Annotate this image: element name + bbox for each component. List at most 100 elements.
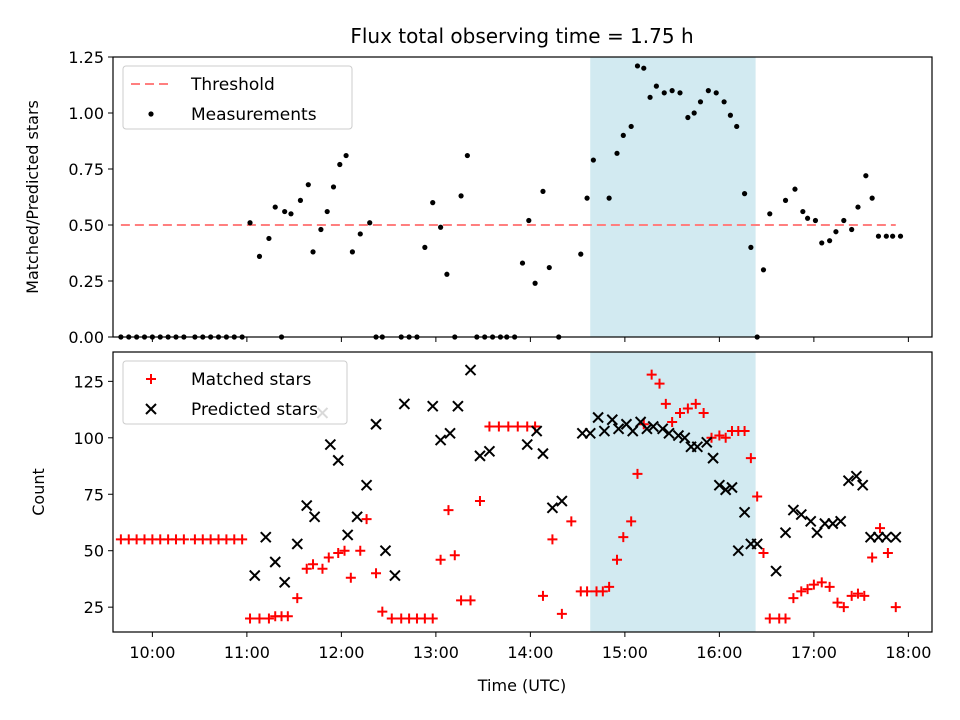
predicted-star-point xyxy=(880,531,893,543)
predicted-star-point xyxy=(779,526,792,539)
matched-star-point xyxy=(745,453,756,464)
matched-star-point xyxy=(308,559,319,570)
measurement-point xyxy=(697,99,704,105)
matched-star-point xyxy=(875,523,886,534)
predicted-star-point xyxy=(787,504,800,516)
predicted-star-point xyxy=(269,556,281,568)
x-tick-label: 15:00 xyxy=(602,643,648,662)
matched-star-point xyxy=(667,417,678,427)
measurement-point xyxy=(849,226,855,233)
y-tick-label: 0.25 xyxy=(68,272,104,291)
predicted-star-point xyxy=(249,569,261,582)
measurement-point xyxy=(897,233,904,239)
matched-star-point xyxy=(301,563,312,574)
measurement-point xyxy=(855,204,861,210)
predicted-star-point xyxy=(641,423,653,435)
observing-window-shade xyxy=(590,57,756,337)
matched-star-point xyxy=(456,595,467,606)
measurement-point xyxy=(875,233,882,239)
matched-star-point xyxy=(824,581,835,592)
matched-star-point xyxy=(626,516,637,527)
x-tick-label: 16:00 xyxy=(696,643,742,662)
measurement-point xyxy=(812,217,819,224)
matched-star-point xyxy=(345,572,356,583)
matched-star-point xyxy=(556,608,567,619)
matched-star-point xyxy=(802,584,813,595)
predicted-star-point xyxy=(324,438,337,451)
y-tick-label: 125 xyxy=(73,372,104,391)
predicted-star-point xyxy=(707,452,719,464)
x-tick-label: 14:00 xyxy=(507,643,553,662)
x-tick-label: 10:00 xyxy=(129,643,175,662)
matched-star-point xyxy=(443,505,454,516)
measurement-point xyxy=(841,217,847,224)
measurement-point xyxy=(438,224,444,230)
measurement-point xyxy=(540,188,546,194)
predicted-star-point xyxy=(738,506,751,519)
matched-star-point xyxy=(493,421,504,432)
measurement-point xyxy=(800,208,806,215)
predicted-star-point xyxy=(732,545,744,557)
measurement-point xyxy=(760,267,767,273)
y-tick-label: 1.00 xyxy=(68,104,104,123)
matched-star-point xyxy=(612,554,622,565)
measurement-point xyxy=(430,200,436,206)
measurement-point xyxy=(546,264,552,271)
predicted-star-point xyxy=(719,484,732,496)
y-tick-label: 0.00 xyxy=(68,328,104,347)
predicted-star-point xyxy=(656,423,669,435)
measurement-point xyxy=(297,197,304,203)
y-tick-label: 25 xyxy=(84,598,104,617)
matched-star-point xyxy=(427,613,438,624)
measurement-point xyxy=(288,211,294,217)
predicted-star-point xyxy=(598,425,611,437)
matched-star-point xyxy=(503,421,514,432)
x-tick-label: 11:00 xyxy=(224,643,270,662)
predicted-star-point xyxy=(701,436,713,449)
predicted-star-point xyxy=(332,454,344,467)
measurement-point xyxy=(578,251,584,257)
predicted-star-point xyxy=(308,511,321,523)
measurement-point xyxy=(741,191,748,197)
measurement-point xyxy=(647,94,653,100)
matched-star-point xyxy=(660,398,671,409)
matched-star-point xyxy=(361,514,372,525)
measurement-point xyxy=(337,161,343,168)
predicted-star-point xyxy=(379,545,392,557)
predicted-star-point xyxy=(464,364,477,376)
predicted-star-point xyxy=(890,531,902,543)
measurement-point xyxy=(614,150,620,156)
matched-star-point xyxy=(484,421,495,432)
ratio-panel: 0.00 0.25 0.50 0.75 1.00 1.25 Matched/Predicte… xyxy=(23,48,933,347)
measurement-point xyxy=(890,233,896,239)
predicted-star-point xyxy=(612,423,625,435)
y-tick-label: 0.75 xyxy=(68,160,104,179)
y-tick-label: 1.25 xyxy=(68,48,104,67)
matched-star-point xyxy=(254,613,265,624)
measurement-point xyxy=(767,211,773,217)
matched-star-point xyxy=(867,552,878,563)
plot-frame xyxy=(112,351,933,633)
legend-label: Predicted stars xyxy=(191,400,318,420)
measurement-point xyxy=(444,271,450,277)
measurement-point xyxy=(641,65,647,71)
matched-star-point xyxy=(632,468,643,479)
y-tick-label: 75 xyxy=(84,485,104,504)
count-panel: 25 50 75 100 125 10:00 11:00 12:00 13:00 14:00 15:… xyxy=(29,351,933,662)
measurement-point xyxy=(305,182,311,188)
predicted-star-point xyxy=(672,429,685,442)
matched-star-point xyxy=(764,613,775,624)
measurement-point xyxy=(324,208,330,215)
measurement-point xyxy=(883,233,889,239)
measurement-point xyxy=(748,244,754,250)
matched-star-point xyxy=(512,421,523,432)
matched-star-point xyxy=(690,398,701,409)
predicted-star-point xyxy=(663,427,675,439)
predicted-star-point xyxy=(301,499,313,512)
measurement-point xyxy=(272,204,278,210)
matched-star-point xyxy=(371,568,382,579)
measurement-point xyxy=(677,90,683,96)
measurement-point xyxy=(628,123,634,130)
predicted-star-point xyxy=(805,515,817,528)
